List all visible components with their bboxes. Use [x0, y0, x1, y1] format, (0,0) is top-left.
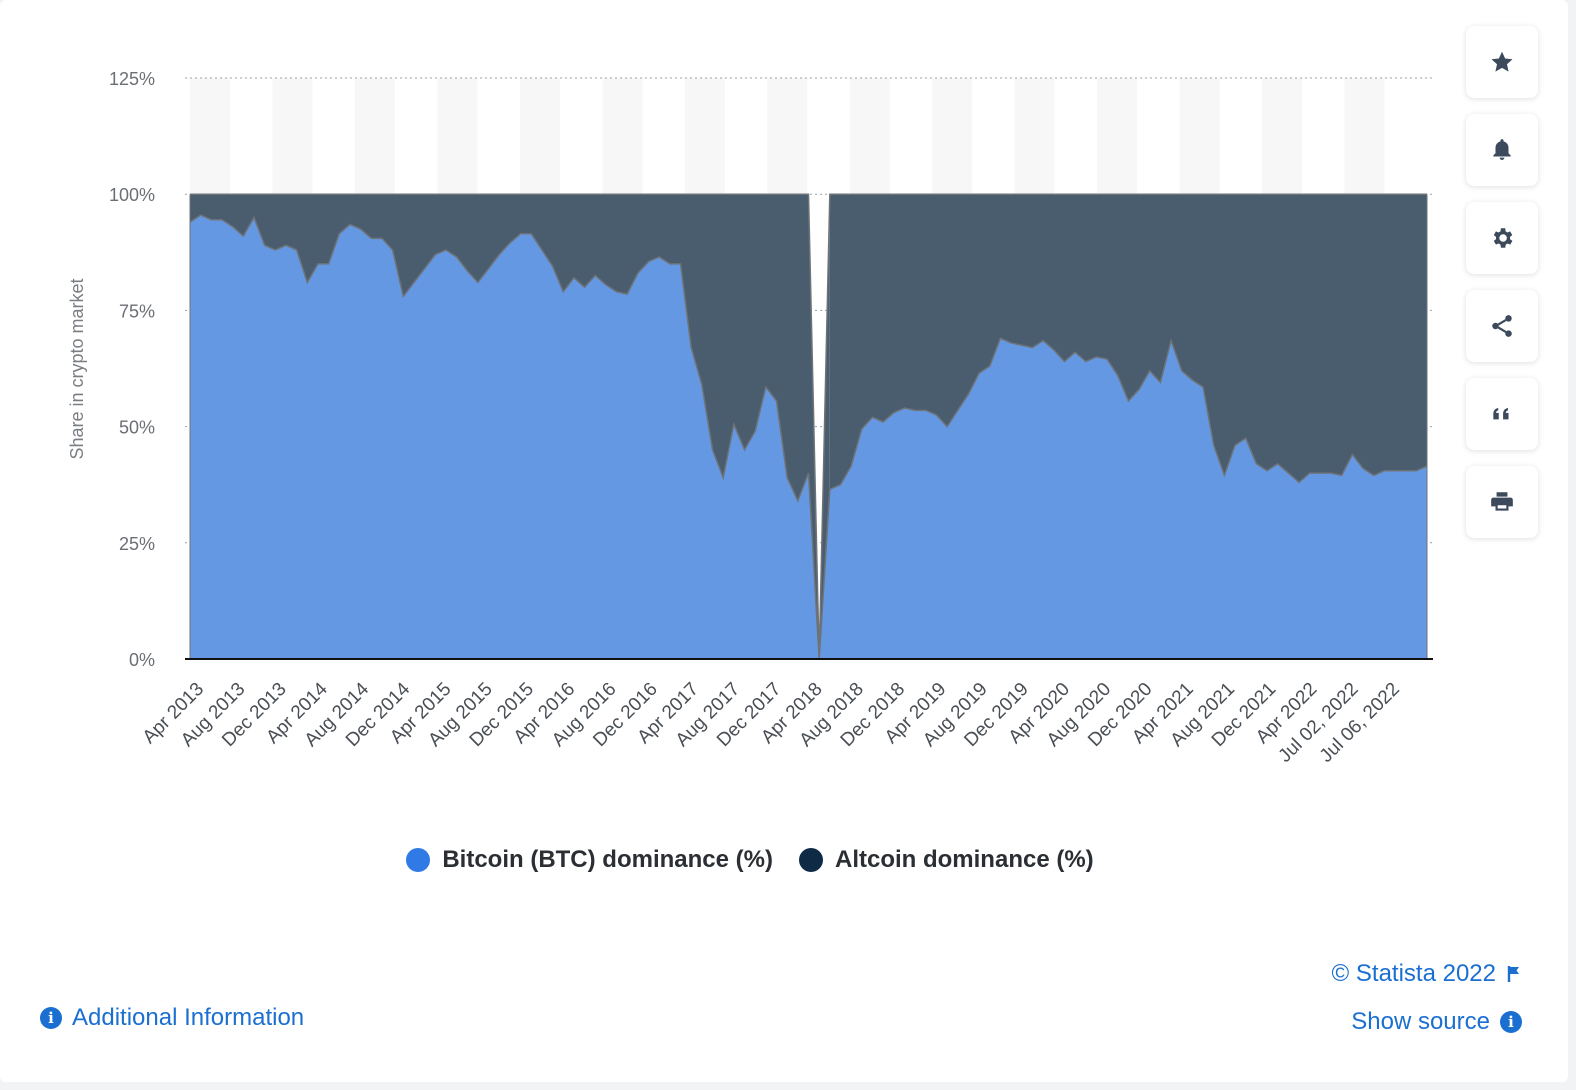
additional-information-link[interactable]: i Additional Information	[40, 1004, 304, 1032]
show-source-link[interactable]: Show source i	[1351, 1008, 1522, 1036]
legend-label-bitcoin: Bitcoin (BTC) dominance (%)	[442, 846, 773, 873]
copyright-label: © Statista 2022	[1331, 960, 1496, 987]
settings-button[interactable]	[1466, 202, 1538, 274]
legend-item-bitcoin[interactable]: Bitcoin (BTC) dominance (%)	[406, 846, 773, 874]
share-icon	[1492, 315, 1512, 337]
bitcoin-area	[190, 215, 1427, 659]
cite-button[interactable]	[1466, 378, 1538, 450]
show-source-label: Show source	[1351, 1008, 1490, 1035]
chart-toolbar	[1466, 26, 1538, 554]
y-tick-label: 50%	[119, 418, 155, 438]
y-tick-label: 25%	[119, 534, 155, 554]
flag-icon	[1507, 966, 1519, 982]
bitcoin-line	[189, 214, 1428, 660]
gear-icon	[1493, 228, 1513, 248]
quote-icon	[1493, 408, 1509, 420]
y-tick-label: 0%	[129, 650, 155, 670]
star-icon	[1491, 51, 1513, 72]
y-tick-label: 75%	[119, 301, 155, 321]
bell-icon	[1493, 139, 1511, 160]
legend-marker-altcoin	[798, 848, 823, 872]
legend-label-altcoin: Altcoin dominance (%)	[834, 846, 1094, 873]
info-icon: i	[1500, 1011, 1522, 1033]
altcoin-area	[829, 194, 1427, 490]
y-axis-title: Share in crypto market	[67, 278, 87, 459]
legend-marker-bitcoin	[406, 848, 431, 872]
y-tick-label: 100%	[109, 185, 155, 205]
y-tick-label: 125%	[109, 69, 155, 89]
print-button[interactable]	[1466, 466, 1538, 538]
info-icon: i	[40, 1007, 62, 1029]
altcoin-area	[190, 194, 809, 501]
additional-information-label: Additional Information	[72, 1004, 305, 1031]
legend: Bitcoin (BTC) dominance (%) Altcoin domi…	[0, 846, 1500, 874]
favorite-button[interactable]	[1466, 26, 1538, 98]
statista-copyright[interactable]: © Statista 2022	[1332, 960, 1522, 988]
notification-button[interactable]	[1466, 114, 1538, 186]
share-button[interactable]	[1466, 290, 1538, 362]
legend-item-altcoin[interactable]: Altcoin dominance (%)	[798, 846, 1094, 874]
print-icon	[1491, 492, 1513, 511]
